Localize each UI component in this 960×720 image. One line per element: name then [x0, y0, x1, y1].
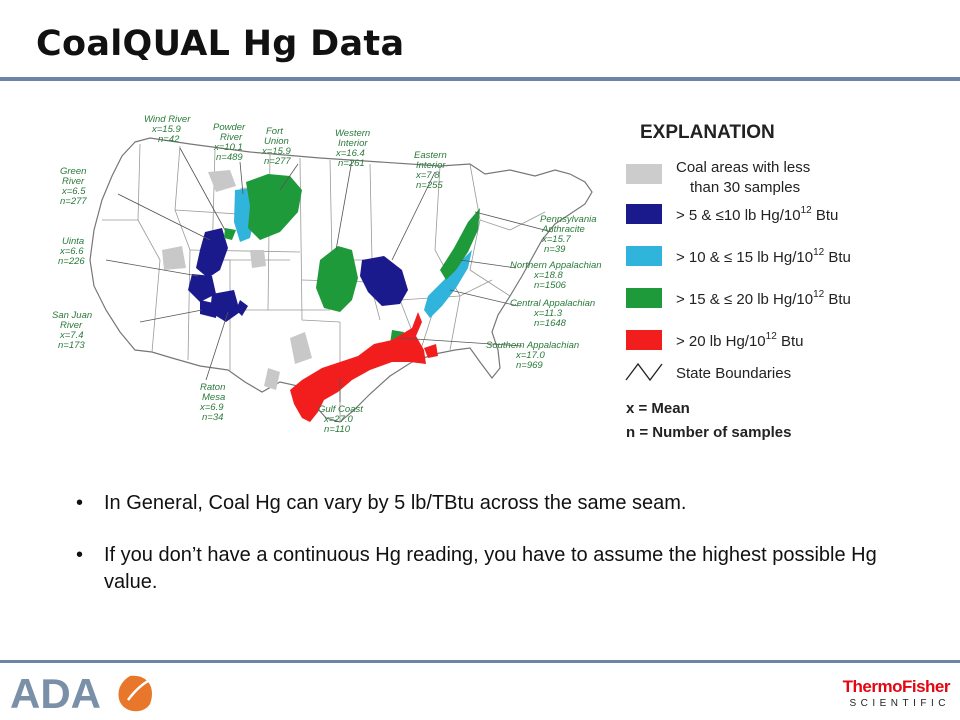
legend-n-definition: n = Number of samples — [626, 424, 791, 441]
svg-text:x=15.9: x=15.9 — [261, 146, 292, 157]
ada-logo: ADA — [10, 670, 160, 717]
svg-text:x=7.8: x=7.8 — [415, 170, 440, 181]
thermo-fisher-sub: SCIENTIFIC — [849, 698, 950, 709]
label-raton-mesa: Raton — [200, 382, 225, 393]
svg-text:> 5 & ≤10 lb Hg/1012 Btu: > 5 & ≤10 lb Hg/1012 Btu — [676, 205, 838, 224]
svg-text:n=969: n=969 — [516, 360, 543, 371]
label-powder-river: Powder — [213, 122, 246, 133]
svg-text:Union: Union — [264, 136, 289, 147]
svg-text:x=16.4: x=16.4 — [335, 148, 365, 159]
label-pennsylvania-anthracite: Pennsylvania — [540, 214, 597, 225]
legend-swatch-green — [626, 288, 662, 308]
title-divider — [0, 77, 960, 81]
dark-blue-coal-areas — [188, 228, 408, 322]
label-wind-river: Wind River — [144, 114, 191, 125]
label-fort-union: Fort — [266, 126, 283, 137]
svg-text:x=10.1: x=10.1 — [213, 142, 243, 153]
svg-text:ADA: ADA — [10, 670, 101, 714]
legend-swatch-dark-blue — [626, 204, 662, 224]
svg-text:River: River — [220, 132, 243, 143]
svg-text:n=1648: n=1648 — [534, 318, 567, 329]
label-central-appalachian: Central Appalachian — [510, 298, 595, 309]
legend-state-boundary-sample — [625, 362, 663, 382]
bullet-list: In General, Coal Hg can vary by 5 lb/TBt… — [76, 490, 916, 621]
label-northern-appalachian: Northern Appalachian — [510, 260, 602, 271]
label-green-river: Green — [60, 166, 86, 177]
legend-mean-definition: x = Mean — [626, 400, 690, 417]
svg-text:x=11.3: x=11.3 — [533, 308, 563, 319]
thermo-fisher-logo: ThermoFisher SCIENTIFIC — [815, 677, 951, 713]
svg-text:x=6.9: x=6.9 — [199, 402, 224, 413]
svg-text:n=255: n=255 — [416, 180, 443, 191]
thermo-fisher-name: ThermoFisher — [842, 677, 951, 696]
leader-lines — [105, 147, 553, 402]
svg-text:n=1506: n=1506 — [534, 280, 567, 291]
svg-text:River: River — [60, 320, 83, 331]
bullet-item: In General, Coal Hg can vary by 5 lb/TBt… — [76, 490, 916, 517]
legend-swatch-gray — [626, 164, 662, 184]
legend-swatch-light-blue — [626, 246, 662, 266]
svg-text:Interior: Interior — [338, 138, 368, 149]
svg-text:State Boundaries: State Boundaries — [676, 365, 791, 382]
svg-text:> 20 lb Hg/1012 Btu: > 20 lb Hg/1012 Btu — [676, 331, 803, 350]
svg-text:x=6.6: x=6.6 — [59, 246, 84, 257]
svg-text:x=15.9: x=15.9 — [151, 124, 182, 135]
svg-text:> 15 & ≤ 20 lb Hg/1012 Btu: > 15 & ≤ 20 lb Hg/1012 Btu — [676, 289, 851, 308]
legend-swatch-red — [626, 330, 662, 350]
svg-text:n=226: n=226 — [58, 256, 85, 267]
svg-text:Anthracite: Anthracite — [541, 224, 585, 235]
svg-text:n=277: n=277 — [60, 196, 87, 207]
svg-text:Coal areas with less: Coal areas with less — [676, 159, 810, 176]
svg-text:River: River — [62, 176, 85, 187]
green-coal-areas — [224, 174, 480, 346]
red-coal-areas — [290, 312, 438, 422]
bullet-item: If you don’t have a continuous Hg readin… — [76, 542, 916, 596]
label-southern-appalachian: Southern Appalachian — [486, 340, 579, 351]
legend-title: EXPLANATION — [640, 122, 775, 143]
svg-text:x=15.7: x=15.7 — [541, 234, 572, 245]
svg-text:n=42: n=42 — [158, 134, 180, 145]
ada-logo-mark: ADA — [10, 670, 152, 717]
svg-text:than 30 samples: than 30 samples — [690, 179, 800, 196]
svg-text:n=261: n=261 — [338, 158, 365, 169]
svg-text:> 10 & ≤ 15 lb Hg/1012 Btu: > 10 & ≤ 15 lb Hg/1012 Btu — [676, 247, 851, 266]
label-san-juan-river: San Juan — [52, 310, 92, 321]
svg-text:n=277: n=277 — [264, 156, 291, 167]
svg-text:x=18.8: x=18.8 — [533, 270, 564, 281]
svg-text:x=6.5: x=6.5 — [61, 186, 86, 197]
slide-title: CoalQUAL Hg Data — [36, 24, 405, 64]
svg-text:Interior: Interior — [416, 160, 446, 171]
coal-hg-map-figure: Wind River x=15.9 n=42 Powder River x=10… — [40, 100, 940, 445]
svg-text:n=489: n=489 — [216, 152, 243, 163]
label-western-interior: Western — [335, 128, 370, 139]
svg-text:x=17.0: x=17.0 — [515, 350, 546, 361]
region-labels: Wind River x=15.9 n=42 Powder River x=10… — [52, 114, 602, 435]
map-legend: EXPLANATION Coal areas with less than 30… — [625, 122, 851, 441]
svg-text:n=39: n=39 — [544, 244, 566, 255]
label-gulf-coast: Gulf Coast — [318, 404, 363, 415]
svg-text:n=110: n=110 — [324, 424, 351, 435]
svg-text:x=7.4: x=7.4 — [59, 330, 84, 341]
label-uinta: Uinta — [62, 236, 84, 247]
footer-divider — [0, 660, 960, 663]
svg-text:n=173: n=173 — [58, 340, 85, 351]
svg-text:x=27.0: x=27.0 — [323, 414, 354, 425]
label-eastern-interior: Eastern — [414, 150, 447, 161]
svg-text:n=34: n=34 — [202, 412, 223, 423]
coal-hg-map: Wind River x=15.9 n=42 Powder River x=10… — [52, 114, 851, 441]
svg-text:Mesa: Mesa — [202, 392, 225, 403]
